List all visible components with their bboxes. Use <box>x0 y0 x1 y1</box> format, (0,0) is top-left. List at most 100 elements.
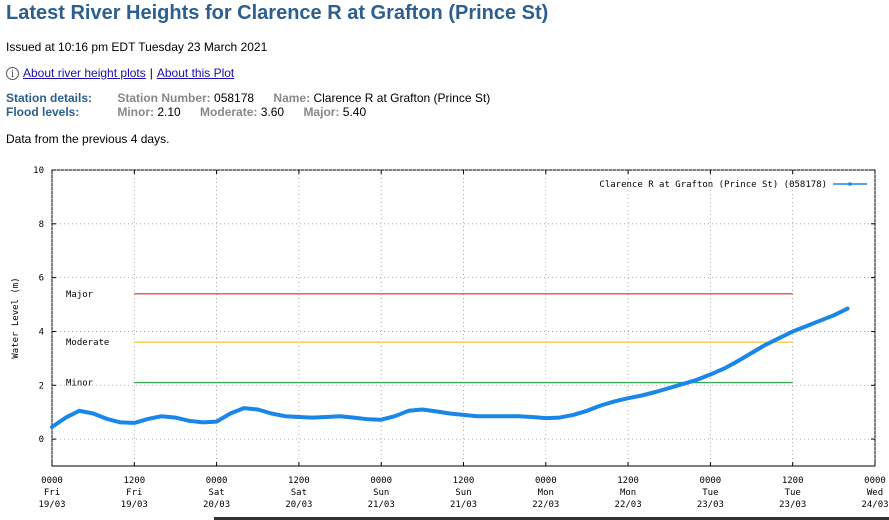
data-point <box>365 417 370 421</box>
y-tick-label: 6 <box>39 274 44 284</box>
data-point <box>283 414 287 418</box>
station-number-value: 058178 <box>214 91 255 105</box>
data-point <box>338 414 342 418</box>
x-tick-label: 0000 <box>535 476 557 486</box>
y-tick-label: 8 <box>39 220 44 230</box>
y-tick-label: 2 <box>39 381 44 391</box>
x-tick-label: 23/03 <box>779 500 806 510</box>
data-point <box>832 313 836 317</box>
data-point <box>557 415 562 420</box>
data-point <box>228 411 232 416</box>
data-point <box>118 420 123 425</box>
data-point <box>681 382 685 386</box>
legend-label: Clarence R at Grafton (Prince St) (05817… <box>599 180 827 190</box>
x-tick-label: 21/03 <box>450 500 477 510</box>
x-tick-label: 0000 <box>41 476 63 486</box>
window-scrollbar[interactable] <box>214 517 889 520</box>
data-point <box>324 415 328 419</box>
data-point <box>722 366 726 371</box>
data-point <box>695 378 699 382</box>
data-point <box>818 319 822 323</box>
x-tick-label: Sun <box>373 488 389 498</box>
data-point <box>653 390 658 394</box>
info-icon: i <box>6 66 19 80</box>
x-tick-label: Fri <box>44 488 60 498</box>
station-name-value: Clarence R at Grafton (Prince St) <box>313 91 491 105</box>
data-point <box>105 417 109 421</box>
threshold-label-minor: Minor <box>66 379 94 389</box>
data-point <box>187 419 191 423</box>
legend-marker <box>848 182 852 186</box>
data-point <box>269 411 274 416</box>
x-tick-label: Sat <box>208 488 224 498</box>
x-tick-label: 22/03 <box>615 500 642 510</box>
y-tick-label: 4 <box>39 327 44 337</box>
issued-timestamp: Issued at 10:16 pm EDT Tuesday 23 March … <box>6 40 268 54</box>
info-links: i About river height plots | About this … <box>6 66 234 80</box>
x-tick-label: Mon <box>538 488 554 498</box>
y-tick-label: 10 <box>33 166 44 176</box>
data-point <box>503 414 507 418</box>
data-point <box>256 407 260 412</box>
data-point <box>434 409 438 413</box>
data-point <box>64 415 68 420</box>
data-point <box>297 415 301 419</box>
y-tick-label: 0 <box>39 435 44 445</box>
about-river-height-plots-link[interactable]: About river height plots <box>23 66 146 80</box>
x-tick-label: 0000 <box>700 476 722 486</box>
x-tick-label: Sat <box>291 488 307 498</box>
link-separator: | <box>149 66 153 80</box>
x-tick-label: 0000 <box>370 476 392 486</box>
data-point <box>242 406 246 410</box>
data-point <box>585 409 589 413</box>
major-value: 5.40 <box>342 105 367 119</box>
data-point <box>516 414 520 418</box>
data-point <box>489 414 493 418</box>
threshold-label-moderate: Moderate <box>66 338 109 348</box>
moderate-label: Moderate: <box>200 105 258 119</box>
page-title: Latest River Heights for Clarence R at G… <box>6 2 549 24</box>
x-tick-label: 22/03 <box>532 500 559 510</box>
station-details-row: Station details: Station Number: 058178 … <box>6 91 502 105</box>
data-point <box>612 399 616 404</box>
data-point <box>626 396 630 400</box>
data-range-note: Data from the previous 4 days. <box>6 132 170 146</box>
data-point <box>77 409 82 413</box>
data-point <box>845 306 850 311</box>
station-number-label: Station Number: <box>117 91 211 105</box>
data-point <box>91 411 95 416</box>
x-tick-label: Tue <box>702 488 718 498</box>
data-point <box>571 413 575 417</box>
data-point <box>379 418 383 422</box>
data-point <box>736 359 740 363</box>
x-tick-label: Fri <box>126 488 142 498</box>
major-label: Major: <box>303 105 340 119</box>
x-tick-label: 24/03 <box>861 500 888 510</box>
data-point <box>708 372 713 377</box>
data-point <box>777 336 781 340</box>
data-point <box>311 415 315 420</box>
x-tick-label: 1200 <box>123 476 145 486</box>
x-tick-label: Tue <box>785 488 801 498</box>
x-tick-label: 20/03 <box>285 500 312 510</box>
x-tick-label: Sun <box>455 488 471 498</box>
data-point <box>599 403 603 408</box>
data-point <box>50 425 54 429</box>
x-tick-label: 1200 <box>782 476 804 486</box>
data-point <box>544 416 548 420</box>
x-tick-label: 1200 <box>288 476 310 486</box>
x-tick-label: 21/03 <box>368 500 395 510</box>
x-tick-label: 19/03 <box>38 500 65 510</box>
x-tick-label: 20/03 <box>203 500 230 510</box>
data-point <box>448 411 452 416</box>
x-tick-label: 1200 <box>453 476 475 486</box>
data-point <box>640 393 644 398</box>
threshold-label-major: Major <box>66 290 94 300</box>
x-tick-label: 1200 <box>617 476 639 486</box>
about-this-plot-link[interactable]: About this Plot <box>156 66 235 80</box>
series-line <box>50 306 850 429</box>
y-axis-label: Water Level (m) <box>11 277 21 358</box>
minor-value: 2.10 <box>157 105 181 119</box>
data-point <box>201 420 205 425</box>
station-details-heading: Station details: <box>6 91 93 105</box>
